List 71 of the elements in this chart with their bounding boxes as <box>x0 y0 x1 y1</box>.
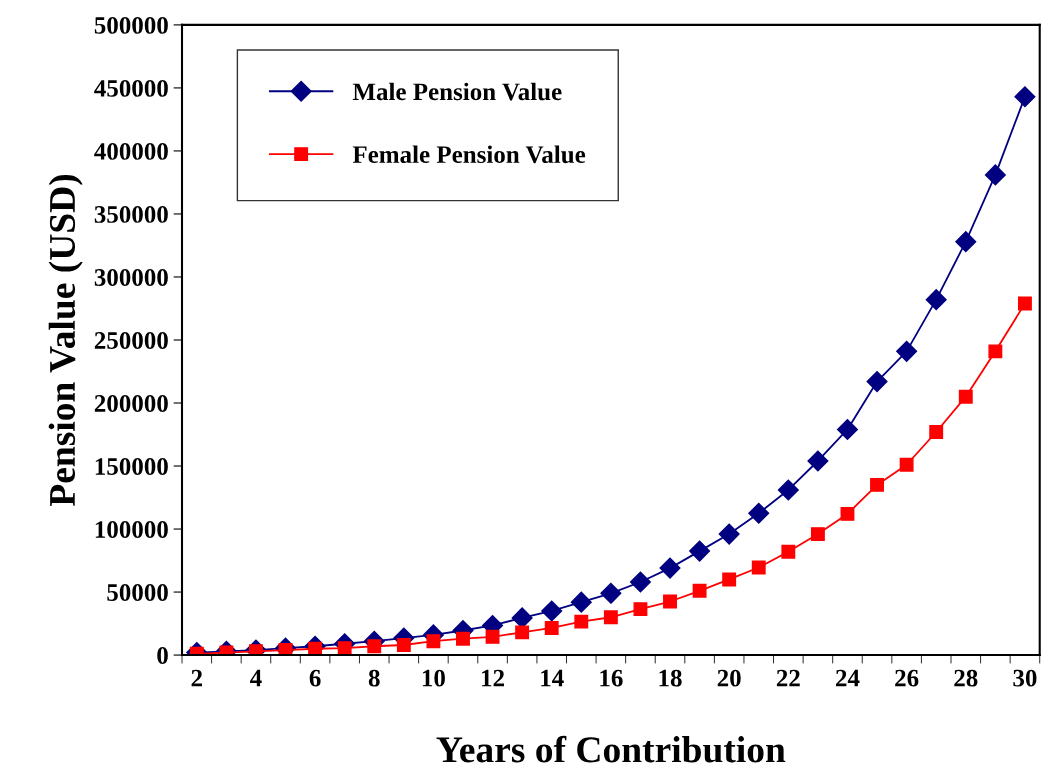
x-tick-label: 16 <box>600 669 623 687</box>
point <box>337 641 352 656</box>
point <box>810 527 825 542</box>
x-tick-label: 30 <box>1013 669 1037 687</box>
x-tick-label: 2 <box>191 669 202 687</box>
point <box>958 389 973 404</box>
x-tick-label: 20 <box>717 669 741 687</box>
point <box>988 344 1003 359</box>
point <box>984 164 1006 186</box>
point <box>663 594 677 609</box>
x-tick-label: 8 <box>368 669 380 687</box>
y-tick-label: 450000 <box>94 79 168 97</box>
point <box>722 572 737 587</box>
x-tick-label: 10 <box>422 669 445 687</box>
y-tick-label: 150000 <box>95 458 168 475</box>
point <box>781 544 796 559</box>
y-tick-label: 200000 <box>94 395 168 412</box>
point <box>633 602 648 617</box>
x-tick-label: 18 <box>659 669 682 687</box>
point <box>1014 86 1036 108</box>
legend-label: Male Pension Value <box>352 82 562 101</box>
point <box>600 582 622 604</box>
point <box>925 289 947 311</box>
point <box>689 540 711 562</box>
x-tick-label: 28 <box>954 669 978 687</box>
point <box>777 479 799 501</box>
x-tick-label: 22 <box>776 669 800 687</box>
point <box>899 457 914 472</box>
point <box>1017 296 1032 311</box>
y-tick-label: 50000 <box>107 584 168 601</box>
x-tick-label: 26 <box>895 669 919 687</box>
legend-label: Female Pension Value <box>352 145 586 164</box>
y-tick-label: 250000 <box>94 332 168 349</box>
x-tick-label: 6 <box>309 669 321 687</box>
point <box>748 502 770 524</box>
point <box>515 625 530 640</box>
point <box>396 638 411 652</box>
x-axis-title: Years of Contribution <box>436 735 786 763</box>
point <box>870 477 884 492</box>
point <box>751 560 766 575</box>
x-tick-label: 14 <box>541 669 564 687</box>
point <box>541 600 563 622</box>
point <box>603 610 618 625</box>
point <box>367 639 382 654</box>
point <box>544 621 559 635</box>
point <box>692 583 707 598</box>
point <box>807 450 829 472</box>
point <box>840 506 855 521</box>
y-tick-label: 0 <box>157 647 168 664</box>
point <box>570 591 592 613</box>
point <box>485 629 500 644</box>
point <box>929 425 944 439</box>
point <box>659 557 681 579</box>
point <box>866 371 888 393</box>
x-tick-label: 24 <box>836 669 860 687</box>
y-tick-label: 350000 <box>94 206 168 223</box>
x-tick-label: 12 <box>482 669 504 687</box>
y-tick-label: 100000 <box>95 521 168 538</box>
point <box>456 631 470 646</box>
point <box>836 418 858 440</box>
point <box>896 340 918 362</box>
x-tick-label: 4 <box>250 669 262 687</box>
point <box>426 634 441 649</box>
point <box>629 571 651 593</box>
y-tick-label: 300000 <box>94 269 168 286</box>
y-tick-label: 500000 <box>94 16 168 34</box>
point <box>718 523 740 545</box>
y-tick-label: 400000 <box>94 142 168 160</box>
y-axis-title: Pension Value (USD) <box>48 174 83 507</box>
point <box>574 614 589 629</box>
point <box>955 231 977 253</box>
